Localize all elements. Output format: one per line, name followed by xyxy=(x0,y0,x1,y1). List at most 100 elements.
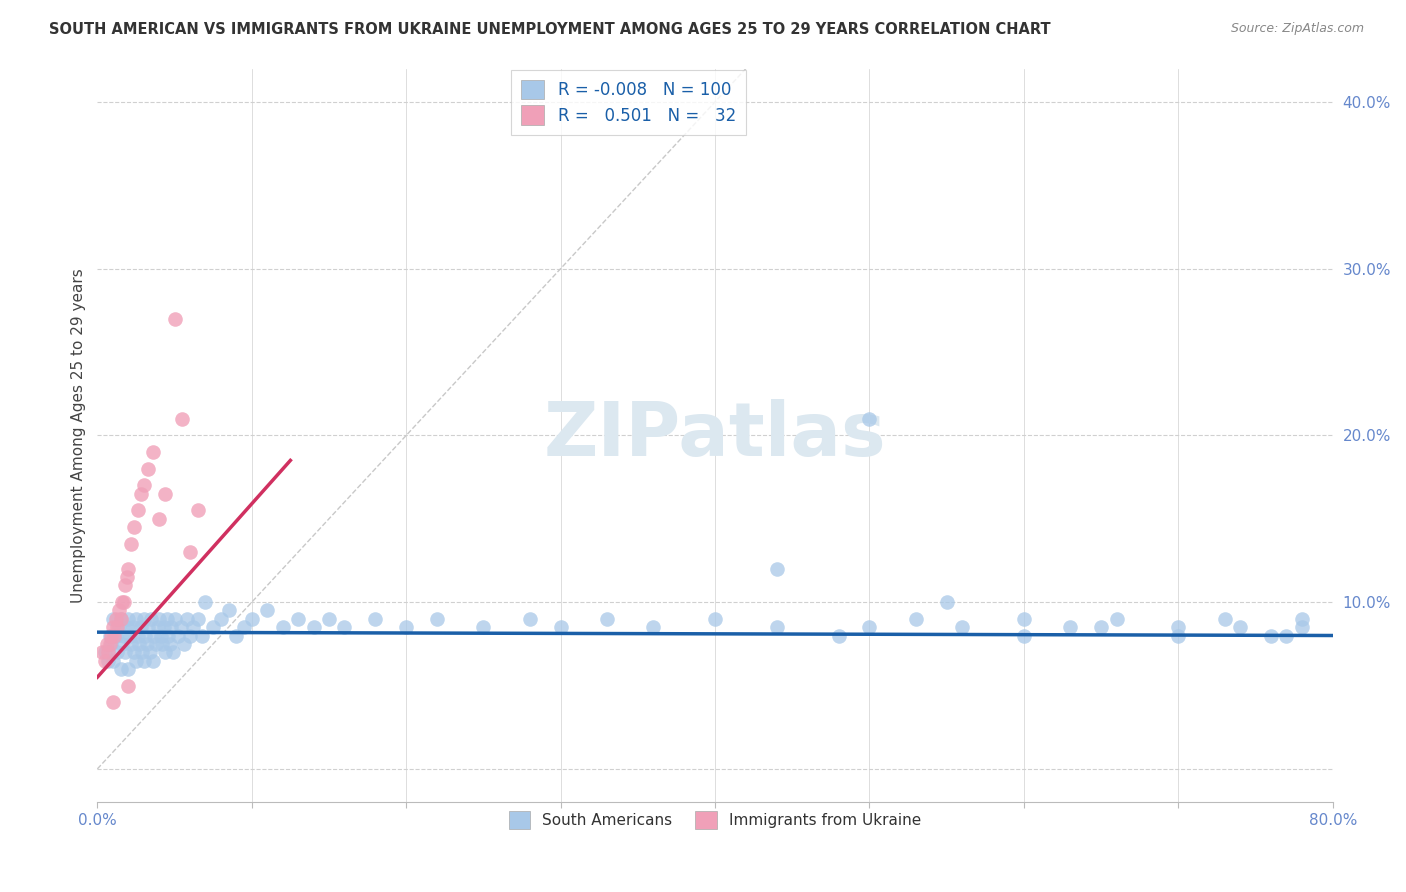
Point xyxy=(904,612,927,626)
Point xyxy=(107,645,129,659)
Point xyxy=(134,628,156,642)
Point xyxy=(122,620,145,634)
Point xyxy=(1167,620,1189,634)
Point xyxy=(111,637,134,651)
Point xyxy=(97,653,120,667)
Point xyxy=(766,562,789,576)
Point xyxy=(148,612,170,626)
Point xyxy=(935,595,957,609)
Point xyxy=(103,628,125,642)
Point xyxy=(950,620,973,634)
Point xyxy=(117,679,139,693)
Point xyxy=(117,562,139,576)
Point xyxy=(157,628,180,642)
Point xyxy=(225,628,247,642)
Text: Source: ZipAtlas.com: Source: ZipAtlas.com xyxy=(1230,22,1364,36)
Point xyxy=(596,612,619,626)
Point xyxy=(395,620,418,634)
Point xyxy=(114,578,136,592)
Point xyxy=(135,637,157,651)
Point xyxy=(858,411,880,425)
Point xyxy=(112,595,135,609)
Point xyxy=(129,487,152,501)
Point xyxy=(120,537,142,551)
Point xyxy=(1291,620,1313,634)
Point xyxy=(146,620,169,634)
Point xyxy=(333,620,356,634)
Point xyxy=(173,637,195,651)
Point xyxy=(148,512,170,526)
Point xyxy=(287,612,309,626)
Point xyxy=(101,653,124,667)
Point xyxy=(101,612,124,626)
Point xyxy=(114,645,136,659)
Point xyxy=(108,603,131,617)
Point xyxy=(472,620,495,634)
Point xyxy=(766,620,789,634)
Point xyxy=(160,620,183,634)
Text: SOUTH AMERICAN VS IMMIGRANTS FROM UKRAINE UNEMPLOYMENT AMONG AGES 25 TO 29 YEARS: SOUTH AMERICAN VS IMMIGRANTS FROM UKRAIN… xyxy=(49,22,1050,37)
Point xyxy=(104,612,127,626)
Point xyxy=(550,620,572,634)
Point xyxy=(179,545,201,559)
Point xyxy=(1260,628,1282,642)
Point xyxy=(152,620,174,634)
Point xyxy=(176,612,198,626)
Point xyxy=(179,628,201,642)
Point xyxy=(132,612,155,626)
Point xyxy=(156,612,179,626)
Point xyxy=(142,445,165,459)
Legend: South Americans, Immigrants from Ukraine: South Americans, Immigrants from Ukraine xyxy=(503,805,928,835)
Point xyxy=(170,620,193,634)
Point xyxy=(240,612,263,626)
Point xyxy=(110,662,132,676)
Point xyxy=(132,653,155,667)
Point xyxy=(149,628,172,642)
Point xyxy=(1090,620,1112,634)
Point xyxy=(1229,620,1251,634)
Point xyxy=(141,612,163,626)
Point xyxy=(104,628,127,642)
Point xyxy=(271,620,294,634)
Text: ZIPatlas: ZIPatlas xyxy=(544,399,886,472)
Point xyxy=(112,628,135,642)
Point xyxy=(100,637,122,651)
Point xyxy=(643,620,665,634)
Point xyxy=(163,612,186,626)
Point xyxy=(139,645,162,659)
Point xyxy=(124,520,146,534)
Point xyxy=(202,620,225,634)
Point xyxy=(256,603,278,617)
Point xyxy=(1012,612,1035,626)
Point xyxy=(218,603,240,617)
Point xyxy=(302,620,325,634)
Point xyxy=(127,503,149,517)
Point xyxy=(191,628,214,642)
Point xyxy=(115,570,138,584)
Point xyxy=(129,620,152,634)
Point xyxy=(1275,628,1298,642)
Point xyxy=(125,653,148,667)
Point xyxy=(125,612,148,626)
Point xyxy=(187,503,209,517)
Point xyxy=(159,637,181,651)
Point xyxy=(101,620,124,634)
Point xyxy=(98,637,121,651)
Point xyxy=(101,695,124,709)
Point xyxy=(426,612,449,626)
Point xyxy=(110,612,132,626)
Point xyxy=(127,628,149,642)
Point xyxy=(704,612,727,626)
Point xyxy=(110,612,132,626)
Point xyxy=(1213,612,1236,626)
Point xyxy=(155,645,177,659)
Point xyxy=(187,612,209,626)
Point xyxy=(364,612,387,626)
Point xyxy=(318,612,340,626)
Point xyxy=(145,637,167,651)
Point xyxy=(117,612,139,626)
Y-axis label: Unemployment Among Ages 25 to 29 years: Unemployment Among Ages 25 to 29 years xyxy=(72,268,86,603)
Point xyxy=(209,612,232,626)
Point xyxy=(97,645,120,659)
Point xyxy=(827,628,849,642)
